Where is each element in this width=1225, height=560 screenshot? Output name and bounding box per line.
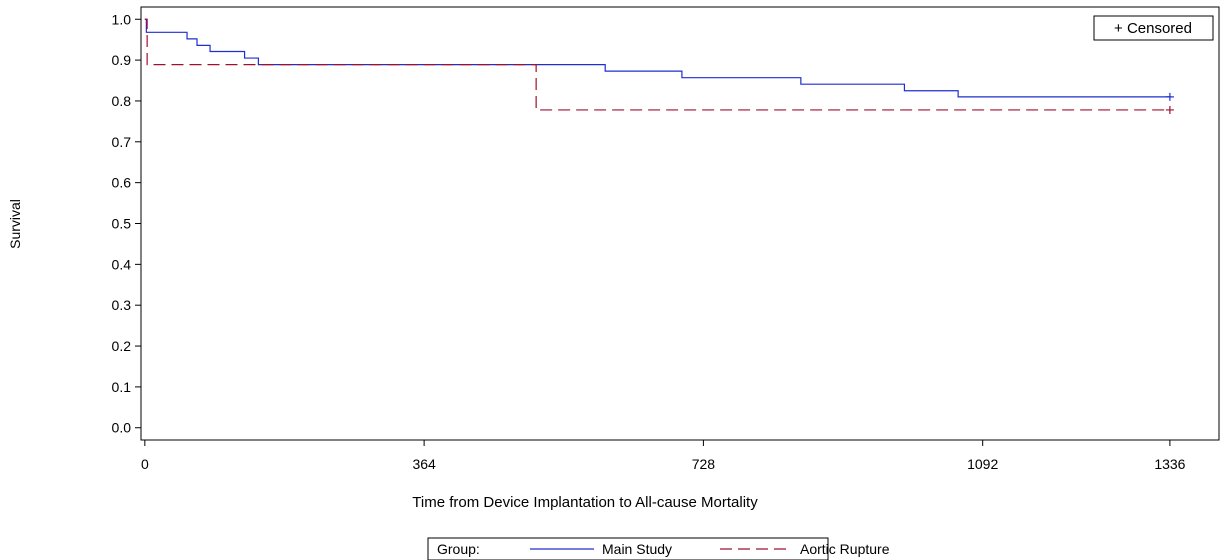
- y-tick-label: 0.8: [112, 93, 132, 109]
- x-tick-label: 1336: [1154, 456, 1185, 472]
- y-tick-label: 0.9: [112, 52, 132, 68]
- x-axis-label: Time from Device Implantation to All-cau…: [412, 494, 758, 511]
- group-legend: Group: Main Study Aortic Rupture: [427, 537, 890, 560]
- y-tick-label: 0.1: [112, 379, 132, 395]
- x-tick-label: 364: [412, 456, 436, 472]
- series-lines: [144, 18, 1174, 114]
- censored-marker: [1165, 92, 1174, 101]
- y-axis-label: Survival: [7, 199, 23, 249]
- censored-marker: [1165, 105, 1174, 114]
- censored-legend: + Censored: [1093, 15, 1214, 41]
- x-tick-label: 728: [692, 456, 716, 472]
- y-tick-label: 0.2: [112, 338, 132, 354]
- y-tick-label: 0.5: [112, 216, 132, 232]
- series-line-aortic-rupture: [144, 18, 1170, 111]
- plot-frame: [140, 6, 1220, 441]
- series-line-main-study: [144, 18, 1170, 98]
- legend-label-aortic-rupture: Aortic Rupture: [800, 541, 890, 557]
- axis-ticks: 0.0 0.1 0.2 0.3 0.4 0.5 0.6 0.7 0.8 0.9 1.0 0 364 728…: [112, 11, 1186, 472]
- x-tick-label: 0: [141, 456, 149, 472]
- y-tick-label: 0.6: [112, 175, 132, 191]
- y-tick-label: 0.4: [112, 256, 132, 272]
- legend-title: Group:: [437, 541, 480, 557]
- x-tick-label: 1092: [967, 456, 998, 472]
- censored-legend-text: + Censored: [1114, 20, 1192, 37]
- y-tick-label: 0.0: [112, 420, 132, 436]
- y-tick-label: 1.0: [112, 11, 132, 27]
- y-tick-label: 0.7: [112, 134, 132, 150]
- y-tick-label: 0.3: [112, 297, 132, 313]
- legend-label-main-study: Main Study: [602, 541, 672, 557]
